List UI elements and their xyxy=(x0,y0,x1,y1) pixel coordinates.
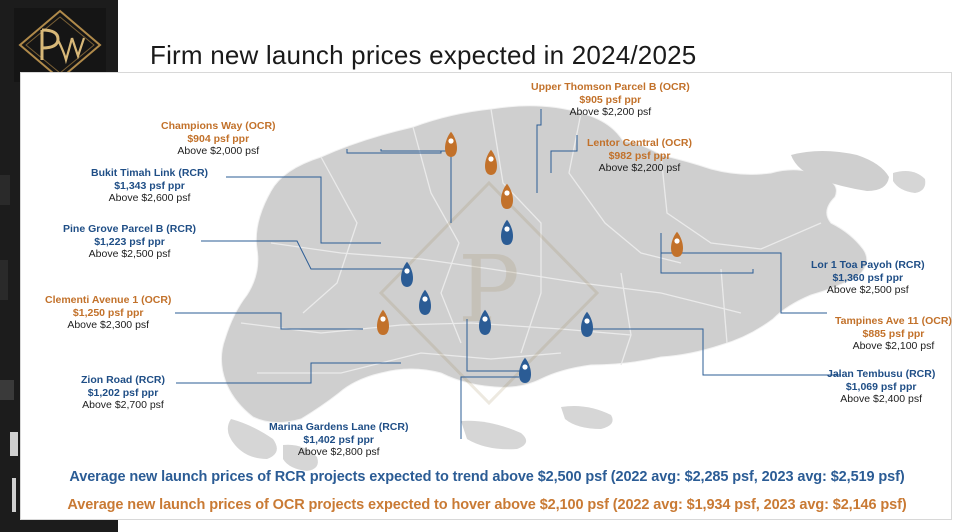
singapore-map: P xyxy=(175,105,926,471)
pin-lentor-central xyxy=(501,183,513,209)
project-label-champions-way: Champions Way (OCR) $904 psf ppr Above $… xyxy=(161,120,276,157)
rcr-summary: Average new launch prices of RCR project… xyxy=(69,469,905,485)
project-label-upper-thomson: Upper Thomson Parcel B (OCR) $905 psf pp… xyxy=(531,81,690,118)
pin-lor-1-toa-payoh xyxy=(501,219,513,245)
project-label-lentor-central: Lentor Central (OCR) $982 psf ppr Above … xyxy=(587,137,692,174)
project-label-marina-gardens-lane: Marina Gardens Lane (RCR) $1,402 psf ppr… xyxy=(269,421,409,458)
map-pins xyxy=(377,131,683,383)
ocr-summary: Average new launch prices of OCR project… xyxy=(67,497,907,513)
map-panel: P xyxy=(20,72,952,520)
pin-zion-road xyxy=(479,309,491,335)
pin-pine-grove xyxy=(419,289,431,315)
project-label-lor-1-toa-payoh: Lor 1 Toa Payoh (RCR) $1,360 psf ppr Abo… xyxy=(811,259,925,296)
strip-decoration xyxy=(0,175,18,512)
project-label-jalan-tembusu: Jalan Tembusu (RCR) $1,069 psf ppr Above… xyxy=(827,368,936,405)
page-title: Firm new launch prices expected in 2024/… xyxy=(150,40,697,70)
project-label-pine-grove: Pine Grove Parcel B (RCR) $1,223 psf ppr… xyxy=(63,223,197,260)
project-label-zion-road: Zion Road (RCR) $1,202 psf ppr Above $2,… xyxy=(81,374,165,411)
pin-upper-thomson xyxy=(485,149,497,175)
pin-clementi-avenue-1 xyxy=(377,309,389,335)
pin-jalan-tembusu xyxy=(581,311,593,337)
company-logo-icon xyxy=(14,8,106,82)
pin-bukit-timah-link xyxy=(401,261,413,287)
pin-tampines-ave-11 xyxy=(671,231,683,257)
project-label-bukit-timah-link: Bukit Timah Link (RCR) $1,343 psf ppr Ab… xyxy=(91,167,209,204)
pin-champions-way xyxy=(445,131,457,157)
project-label-tampines-ave-11: Tampines Ave 11 (OCR) $885 psf ppr Above… xyxy=(835,315,952,352)
singapore-land xyxy=(221,105,868,423)
pin-marina-gardens-lane xyxy=(519,357,531,383)
project-label-clementi-avenue-1: Clementi Avenue 1 (OCR) $1,250 psf ppr A… xyxy=(45,294,172,331)
